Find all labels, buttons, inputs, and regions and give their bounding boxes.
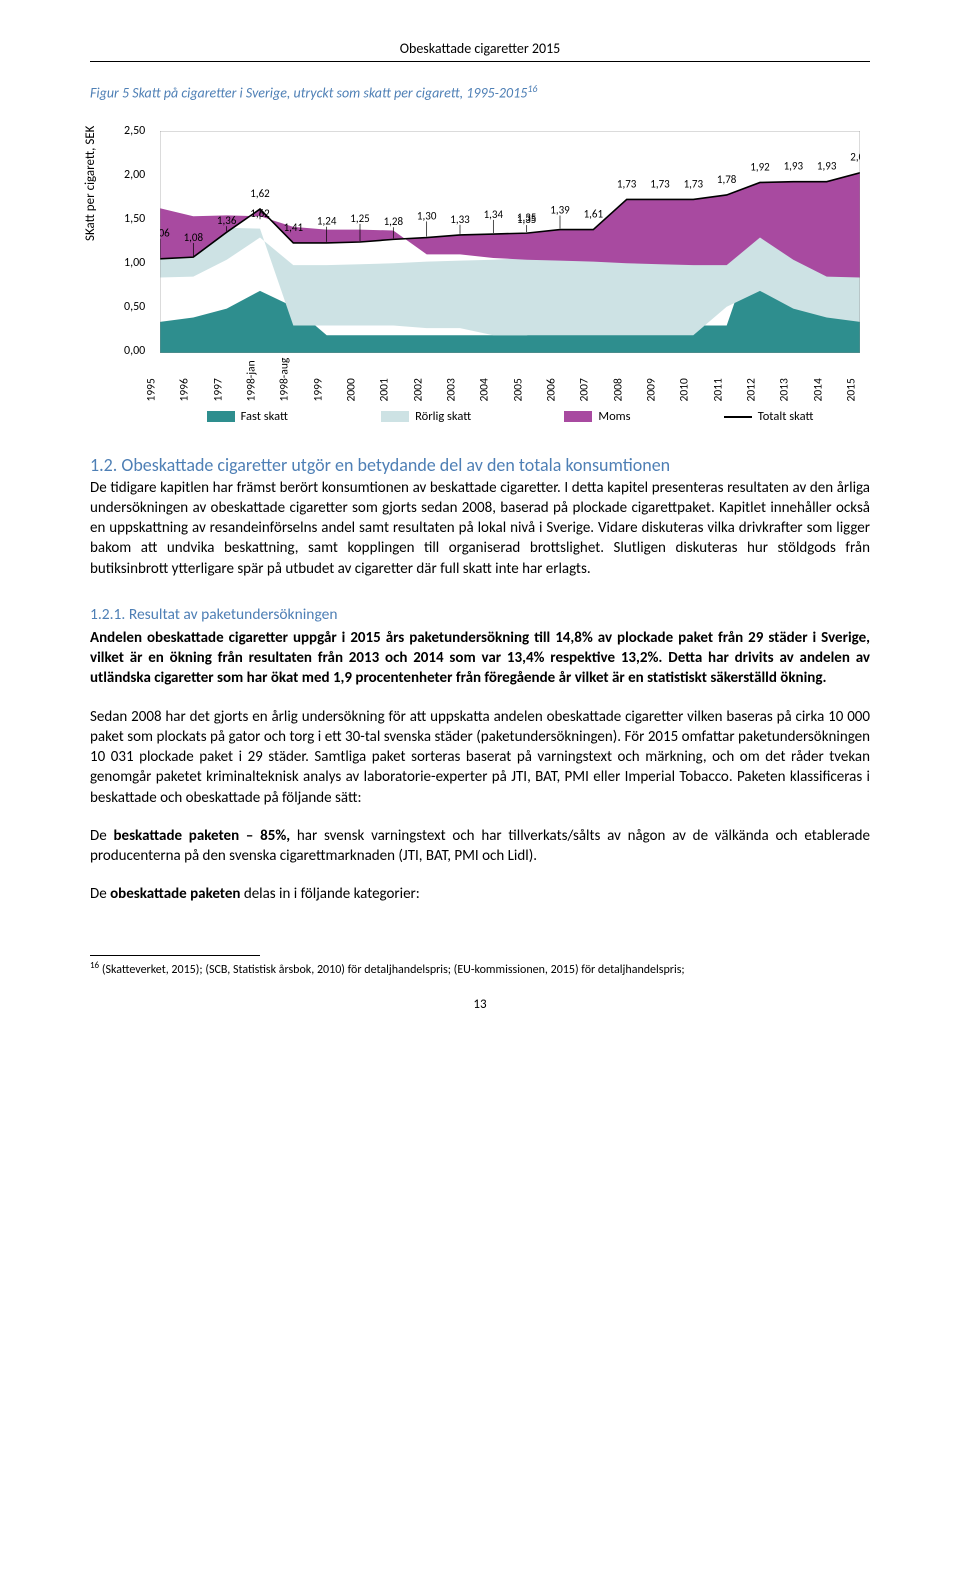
- xtick: 2001: [378, 378, 394, 401]
- svg-text:1,06: 1,06: [160, 226, 170, 240]
- svg-text:1,08: 1,08: [184, 230, 204, 244]
- ytick: 1,50: [124, 211, 145, 227]
- footnote-rule: [90, 955, 260, 956]
- svg-text:1,93: 1,93: [784, 159, 804, 173]
- svg-text:1,73: 1,73: [684, 177, 704, 191]
- legend-rorlig-label: Rörlig skatt: [415, 409, 471, 424]
- legend-rorlig: Rörlig skatt: [381, 409, 471, 426]
- svg-text:1,61: 1,61: [584, 207, 604, 221]
- legend-moms: Moms: [564, 409, 630, 426]
- xtick: 2012: [744, 378, 760, 401]
- svg-text:2,03: 2,03: [850, 150, 860, 164]
- footnote-sup: 16: [90, 960, 99, 971]
- legend-fast-label: Fast skatt: [241, 409, 288, 424]
- para-4: De beskattade paketen – 85%, har svensk …: [90, 826, 870, 867]
- xtick: 1999: [311, 378, 327, 401]
- svg-text:1,30: 1,30: [417, 209, 437, 223]
- svg-text:1,34: 1,34: [484, 207, 504, 221]
- legend-total-label: Totalt skatt: [758, 409, 814, 424]
- svg-text:1,39: 1,39: [550, 203, 570, 217]
- xtick: 2006: [544, 378, 560, 401]
- p5-bold: obeskattade paketen: [110, 885, 240, 903]
- xtick: 2014: [811, 378, 827, 401]
- para-2-bold: Andelen obeskattade cigaretter uppgår i …: [90, 628, 870, 689]
- ytick: 2,50: [124, 123, 145, 139]
- figure-caption-sup: 16: [527, 82, 537, 95]
- ytick: 0,50: [124, 299, 145, 315]
- p4-pre: De: [90, 827, 113, 845]
- xtick: 2002: [411, 378, 427, 401]
- para-1: De tidigare kapitlen har främst berört k…: [90, 478, 870, 579]
- h3-num: 1.2.1.: [90, 605, 125, 624]
- svg-text:1,41: 1,41: [284, 220, 304, 234]
- xtick: 1998-jan: [244, 360, 260, 401]
- xtick: 2007: [578, 378, 594, 401]
- plot-area: 1,06 1,08 1,36 1,62 1,24 1,25 1,28 1,30 1,33 1,34…: [160, 131, 860, 353]
- svg-text:1,33: 1,33: [450, 212, 470, 226]
- svg-text:1,93: 1,93: [817, 159, 837, 173]
- xtick: 1997: [211, 378, 227, 401]
- xtick: 1998-aug: [278, 358, 294, 402]
- yaxis-title: SKatt per cigarett, SEK: [82, 126, 100, 241]
- legend-moms-label: Moms: [598, 409, 630, 424]
- svg-text:1,36: 1,36: [217, 214, 237, 228]
- p5-post: delas in i följande kategorier:: [240, 885, 419, 903]
- para-3: Sedan 2008 har det gjorts en årlig under…: [90, 707, 870, 808]
- xtick: 2015: [844, 378, 860, 401]
- xtick: 2013: [778, 378, 794, 401]
- svg-text:1,73: 1,73: [617, 177, 637, 191]
- running-header: Obeskattade cigaretter 2015: [90, 40, 870, 62]
- xtick: 2010: [678, 378, 694, 401]
- h2-num: 1.2.: [90, 454, 117, 476]
- x-axis: 1995199619971998-jan1998-aug199920002001…: [160, 353, 860, 397]
- xtick: 2000: [344, 378, 360, 401]
- h3-text: Resultat av paketundersökningen: [129, 605, 338, 624]
- figure-caption-text: Figur 5 Skatt på cigaretter i Sverige, u…: [90, 85, 527, 102]
- page-number: 13: [90, 996, 870, 1014]
- svg-text:1,25: 1,25: [350, 211, 369, 225]
- p5-pre: De: [90, 885, 110, 903]
- p4-bold: beskattade paketen – 85%,: [113, 827, 290, 845]
- footnote-text: (Skatteverket, 2015); (SCB, Statistisk å…: [99, 963, 685, 977]
- svg-text:1,24: 1,24: [317, 214, 337, 228]
- xtick: 2004: [478, 378, 494, 401]
- h2-text: Obeskattade cigaretter utgör en betydand…: [121, 454, 670, 476]
- footnote: 16 (Skatteverket, 2015); (SCB, Statistis…: [90, 960, 870, 978]
- ytick: 2,00: [124, 167, 145, 183]
- ytick: 0,00: [124, 343, 145, 359]
- xtick: 2005: [511, 378, 527, 401]
- heading-1-2-1: 1.2.1. Resultat av paketundersökningen: [90, 605, 870, 626]
- legend-total: Totalt skatt: [724, 409, 814, 426]
- svg-text:1,28: 1,28: [384, 215, 404, 229]
- legend: Fast skatt Rörlig skatt Moms Totalt skat…: [160, 409, 860, 426]
- legend-fast: Fast skatt: [207, 409, 288, 426]
- xtick: 2009: [644, 378, 660, 401]
- xtick: 1995: [144, 378, 160, 401]
- svg-text:1,73: 1,73: [650, 177, 670, 191]
- ytick: 1,00: [124, 255, 145, 271]
- chart: SKatt per cigarett, SEK 1,061,081,361,62…: [90, 121, 870, 421]
- para-5: De obeskattade paketen delas in i följan…: [90, 884, 870, 904]
- svg-text:1,35: 1,35: [517, 210, 536, 224]
- xtick: 2011: [711, 378, 727, 401]
- svg-text:1,78: 1,78: [717, 172, 737, 186]
- xtick: 2008: [611, 378, 627, 401]
- svg-text:1,62: 1,62: [250, 186, 270, 200]
- xtick: 1996: [178, 378, 194, 401]
- xtick: 2003: [444, 378, 460, 401]
- svg-text:1,92: 1,92: [750, 160, 770, 174]
- heading-1-2: 1.2. Obeskattade cigaretter utgör en bet…: [90, 453, 870, 477]
- figure-caption: Figur 5 Skatt på cigaretter i Sverige, u…: [90, 82, 870, 104]
